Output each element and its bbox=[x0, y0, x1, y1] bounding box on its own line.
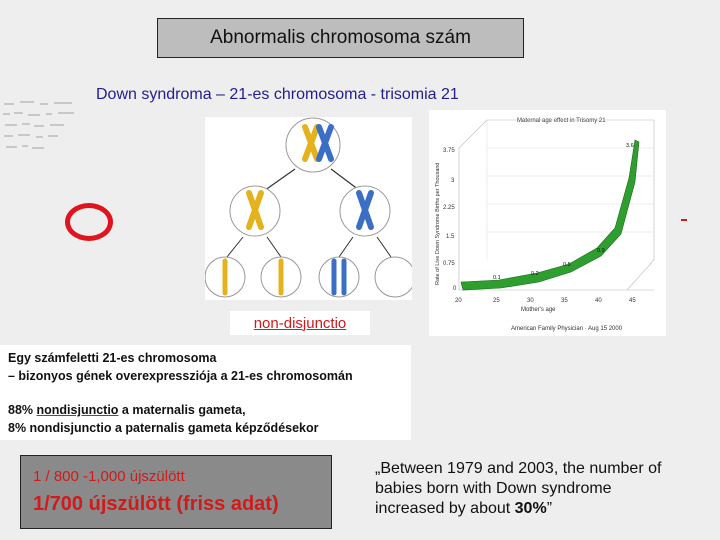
daughter-cell-right bbox=[339, 185, 391, 237]
point-label: 0.2 bbox=[531, 271, 539, 277]
quote-line-2: babies born with Down syndrome bbox=[375, 480, 612, 497]
maternal-age-graph: Maternal age effect in Trisomy 21 Rate o… bbox=[429, 110, 666, 336]
stat-line-2: 1/700 újszülött (friss adat) bbox=[33, 493, 279, 515]
slide-subtitle: Down syndroma – 21-es chromosoma - triso… bbox=[96, 86, 459, 103]
point-label: 3.6 bbox=[626, 143, 634, 149]
info-line-3-suffix: a maternalis gameta, bbox=[118, 403, 246, 417]
y-tick: 1.5 bbox=[446, 234, 455, 240]
quote-line-3-suffix: ” bbox=[546, 500, 553, 517]
gamete-row bbox=[205, 256, 412, 298]
statistics-box: 1 / 800 -1,000 újszülött 1/700 újszülött… bbox=[20, 455, 332, 529]
info-box: Egy számfeletti 21-es chromosoma – bizon… bbox=[0, 345, 411, 440]
y-tick: 0 bbox=[453, 286, 457, 292]
slide-title: Abnormalis chromosoma szám bbox=[157, 18, 524, 58]
info-line-3: 88% nondisjunctio a maternalis gameta, bbox=[8, 403, 246, 417]
x-tick: 40 bbox=[595, 298, 602, 304]
point-label: 0.1 bbox=[493, 275, 501, 281]
x-tick: 25 bbox=[493, 298, 500, 304]
graph-ylabel: Rate of Live Down Syndrome Births per Th… bbox=[435, 163, 441, 286]
quote-line-3-emph: 30% bbox=[514, 500, 547, 517]
stat-line-1: 1 / 800 -1,000 újszülött bbox=[33, 468, 185, 485]
quote-line-1: „Between 1979 and 2003, the number of bbox=[375, 460, 662, 477]
info-line-1: Egy számfeletti 21-es chromosoma bbox=[8, 351, 217, 365]
quote-line-3-prefix: increased by about bbox=[375, 500, 515, 517]
point-label: 0.9 bbox=[597, 248, 605, 254]
graph-xlabel: Mother's age bbox=[521, 307, 556, 313]
x-tick: 45 bbox=[629, 298, 636, 304]
y-tick: 3 bbox=[451, 178, 455, 184]
info-line-2: – bizonyos gének overexpressziója a 21-e… bbox=[8, 369, 353, 383]
incidence-curve bbox=[460, 139, 640, 291]
info-line-3-emph: nondisjunctio bbox=[36, 403, 119, 417]
x-tick: 35 bbox=[561, 298, 568, 304]
x-tick: 20 bbox=[455, 298, 462, 304]
graph-title: Maternal age effect in Trisomy 21 bbox=[517, 118, 606, 124]
info-line-3-prefix: 88% bbox=[8, 403, 37, 417]
quote-line-3: increased by about 30%” bbox=[375, 499, 720, 519]
daughter-cell-left bbox=[229, 185, 281, 237]
y-tick: 0.75 bbox=[443, 261, 455, 267]
nondisjunction-diagram bbox=[205, 117, 412, 300]
info-line-4: 8% nondisjunctio a paternalis gameta kép… bbox=[8, 421, 319, 435]
y-tick: 2.25 bbox=[443, 205, 455, 211]
y-tick: 3.75 bbox=[443, 148, 455, 154]
red-circle-mark bbox=[65, 203, 113, 241]
graph-source: American Family Physician · Aug 15 2000 bbox=[511, 326, 623, 332]
nondisjunction-label: non-disjunctio bbox=[230, 311, 370, 335]
faint-note-image bbox=[3, 101, 74, 149]
point-label: 0.5 bbox=[563, 262, 571, 268]
red-dash-mark bbox=[681, 219, 687, 221]
parent-cell bbox=[285, 117, 341, 173]
x-tick: 30 bbox=[527, 298, 534, 304]
quote-text: „Between 1979 and 2003, the number of ba… bbox=[375, 459, 720, 519]
slide-title-text: Abnormalis chromosoma szám bbox=[210, 27, 471, 48]
